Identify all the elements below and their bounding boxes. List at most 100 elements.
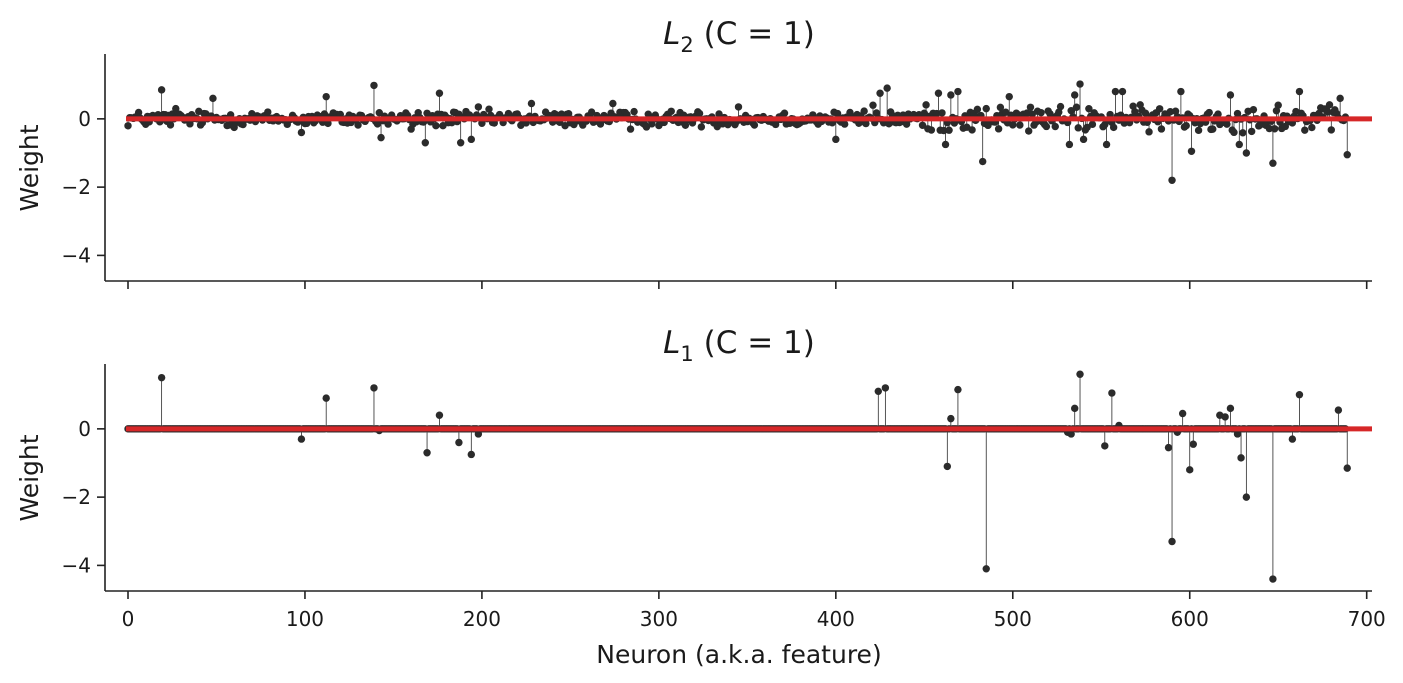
data-point bbox=[1233, 109, 1242, 118]
data-point bbox=[1037, 108, 1045, 117]
data-point bbox=[1265, 124, 1274, 133]
title-subscript: 1 bbox=[680, 342, 693, 366]
y-tick-label: −4 bbox=[62, 243, 91, 267]
y-axis-label-l2: Weight bbox=[15, 124, 44, 211]
data-point bbox=[1242, 149, 1251, 157]
data-point bbox=[1155, 105, 1164, 113]
points-l1 bbox=[124, 370, 1351, 583]
data-point bbox=[1288, 435, 1297, 443]
x-tick-label: 600 bbox=[1171, 607, 1209, 631]
data-point bbox=[1209, 125, 1217, 133]
data-point bbox=[478, 119, 486, 127]
data-point bbox=[1178, 409, 1187, 418]
points-l2 bbox=[124, 80, 1351, 185]
title-symbol: L bbox=[663, 325, 680, 361]
panel-l2: L2 (C = 1) Weight −4 −2 0 bbox=[15, 16, 1372, 289]
y-axis-label-l1: Weight bbox=[15, 434, 44, 521]
data-point bbox=[1239, 129, 1247, 137]
data-point bbox=[1071, 91, 1079, 99]
data-point bbox=[172, 104, 180, 113]
data-point bbox=[384, 120, 392, 128]
data-point bbox=[209, 94, 217, 103]
data-point bbox=[1108, 389, 1116, 397]
data-point bbox=[564, 110, 573, 118]
data-point bbox=[883, 84, 891, 92]
data-point bbox=[474, 103, 483, 111]
data-point bbox=[874, 387, 882, 396]
data-point bbox=[626, 125, 635, 133]
data-point bbox=[1221, 413, 1229, 421]
data-point bbox=[609, 99, 617, 108]
title-subscript: 2 bbox=[680, 33, 693, 57]
panel-l1: L1 (C = 1) Weight −4 −2 0 0 100 200 300 400 500 6… bbox=[15, 325, 1386, 669]
data-point bbox=[1101, 442, 1109, 450]
y-tick-label: −2 bbox=[62, 485, 91, 509]
data-point bbox=[1205, 108, 1213, 117]
data-point bbox=[336, 110, 345, 119]
data-point bbox=[297, 128, 306, 137]
data-point bbox=[423, 449, 431, 457]
data-point bbox=[1009, 121, 1017, 129]
x-axis-label: Neuron (a.k.a. feature) bbox=[596, 640, 881, 669]
data-point bbox=[918, 121, 927, 130]
data-point bbox=[934, 89, 943, 97]
data-point bbox=[938, 109, 946, 117]
data-point bbox=[1056, 102, 1065, 111]
data-point bbox=[456, 139, 465, 147]
data-point bbox=[780, 109, 789, 117]
data-point bbox=[485, 105, 493, 113]
data-point bbox=[1042, 122, 1051, 131]
data-point bbox=[954, 87, 962, 96]
data-point bbox=[324, 119, 332, 128]
data-point bbox=[1325, 101, 1334, 109]
data-point bbox=[1230, 128, 1238, 137]
data-point bbox=[833, 109, 842, 118]
data-point bbox=[667, 107, 675, 115]
data-point bbox=[954, 385, 962, 394]
data-point bbox=[1109, 123, 1118, 132]
data-point bbox=[750, 121, 759, 129]
data-point bbox=[377, 133, 385, 142]
stems-l2 bbox=[127, 84, 1348, 181]
x-tick-label: 200 bbox=[463, 607, 501, 631]
data-point bbox=[941, 140, 950, 149]
data-point bbox=[1168, 176, 1176, 185]
data-point bbox=[1085, 104, 1093, 113]
title-suffix: (C = 1) bbox=[694, 16, 815, 52]
data-point bbox=[1343, 150, 1351, 159]
data-point bbox=[940, 126, 948, 135]
data-point bbox=[1269, 159, 1277, 167]
data-point bbox=[1141, 109, 1150, 117]
data-point bbox=[435, 411, 444, 419]
x-tick-label: 300 bbox=[640, 607, 678, 631]
data-point bbox=[1016, 121, 1024, 129]
data-point bbox=[1005, 92, 1013, 101]
data-point bbox=[1186, 466, 1194, 474]
data-point bbox=[1247, 127, 1256, 136]
data-point bbox=[186, 120, 194, 128]
data-point bbox=[432, 121, 440, 130]
data-point bbox=[840, 120, 849, 128]
y-tick-label: 0 bbox=[78, 107, 91, 131]
data-point bbox=[1249, 105, 1258, 114]
data-point bbox=[455, 438, 463, 447]
data-point bbox=[1171, 107, 1180, 115]
data-point bbox=[1226, 404, 1235, 413]
stems-l1 bbox=[161, 374, 1348, 580]
y-tick-label: −2 bbox=[62, 175, 91, 199]
data-point bbox=[504, 109, 513, 118]
data-point bbox=[467, 450, 475, 459]
data-point bbox=[860, 107, 868, 115]
data-point bbox=[947, 414, 955, 423]
data-point bbox=[1025, 127, 1033, 135]
data-point bbox=[1295, 391, 1304, 399]
x-tick-label: 500 bbox=[994, 607, 1032, 631]
chart-title-l1: L1 (C = 1) bbox=[663, 325, 815, 366]
data-point bbox=[1235, 140, 1243, 149]
data-point bbox=[996, 103, 1005, 112]
data-point bbox=[1145, 128, 1153, 136]
data-point bbox=[1164, 443, 1173, 452]
x-tick-label: 0 bbox=[122, 607, 135, 631]
data-point bbox=[1301, 126, 1309, 134]
data-point bbox=[1295, 87, 1304, 96]
